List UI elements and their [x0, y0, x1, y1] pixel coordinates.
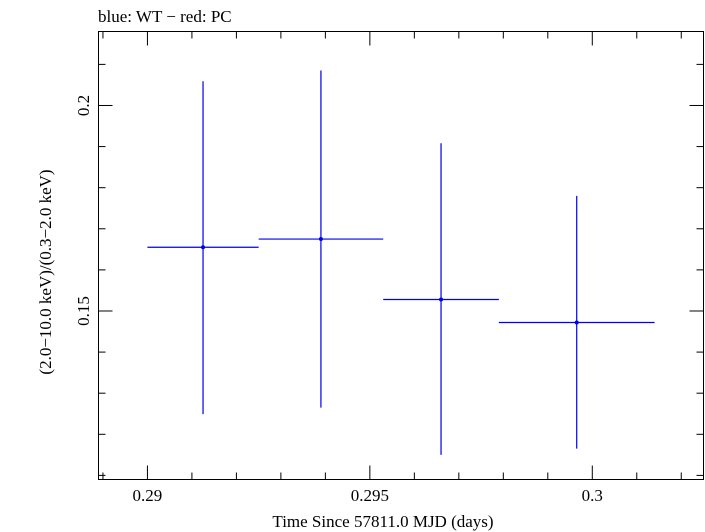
plot-frame [98, 31, 704, 480]
data-point [439, 297, 444, 302]
series-wt [147, 70, 655, 455]
y-tick-label: 0.2 [74, 95, 93, 116]
y-tick-label: 0.15 [74, 296, 93, 326]
x-axis-label: Time Since 57811.0 MJD (days) [272, 512, 493, 531]
chart-title: blue: WT − red: PC [98, 7, 232, 26]
x-tick-label: 0.3 [582, 486, 603, 505]
data-point [318, 237, 323, 242]
y-axis-label: (2.0−10.0 keV)/(0.3−2.0 keV) [36, 169, 55, 374]
data-series [147, 70, 655, 455]
axis-ticks [98, 31, 704, 480]
tick-labels: 0.29 0.295 0.3 0.15 0.2 [74, 95, 603, 505]
data-point [574, 320, 579, 325]
x-tick-label: 0.295 [351, 486, 389, 505]
data-point [201, 245, 206, 250]
x-tick-label: 0.29 [133, 486, 163, 505]
